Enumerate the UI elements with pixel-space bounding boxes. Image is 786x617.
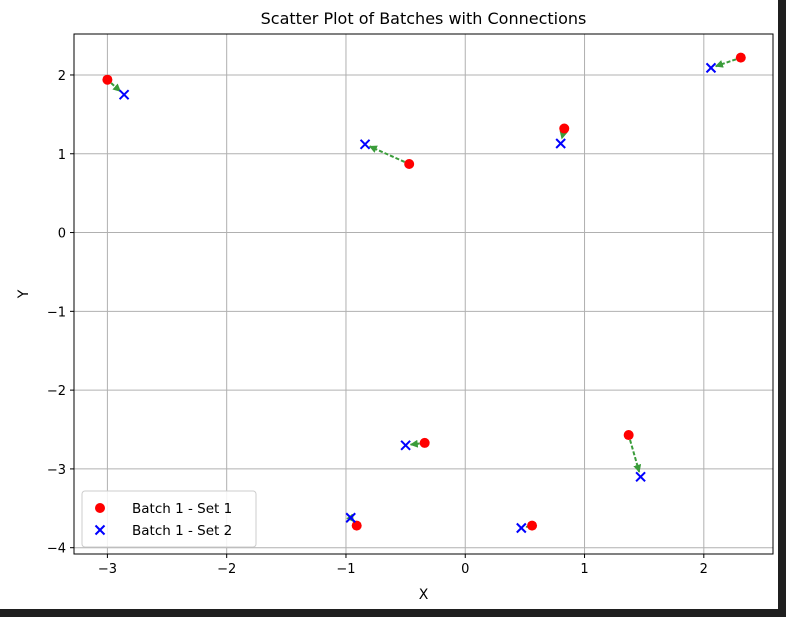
connection-arrow xyxy=(409,439,420,448)
legend-marker-x xyxy=(94,524,106,536)
legend-item: Batch 1 - Set 2 xyxy=(94,523,232,539)
set1-point xyxy=(623,430,634,441)
set2-point xyxy=(555,138,566,149)
figure: −3 −2 −1 0 1 2 −4 −3 −2 −1 0 1 2 Scatter Plot of Bat… xyxy=(0,0,778,609)
set1-point xyxy=(527,520,538,531)
connection-arrows xyxy=(110,58,737,530)
axis-ticks: −3 −2 −1 0 1 2 −4 −3 −2 −1 0 1 2 xyxy=(47,69,708,577)
y-tick-label: 1 xyxy=(58,148,66,163)
x-tick-label: 1 xyxy=(580,562,588,577)
set2-point xyxy=(359,139,371,150)
plot-frame xyxy=(73,33,774,555)
data-points xyxy=(102,52,746,534)
set2-point xyxy=(705,62,717,74)
chart-title: Scatter Plot of Batches with Connections xyxy=(261,9,587,28)
set2-point xyxy=(516,522,527,534)
set1-point xyxy=(559,123,570,134)
set2-point xyxy=(118,89,130,100)
set2-point xyxy=(400,440,411,451)
grid-lines xyxy=(74,34,773,554)
set1-point xyxy=(351,520,362,531)
set2-point xyxy=(635,471,646,482)
x-tick-label: 2 xyxy=(700,562,708,577)
legend-box xyxy=(81,490,257,548)
legend-item: Batch 1 - Set 1 xyxy=(95,501,232,517)
legend-label: Batch 1 - Set 1 xyxy=(132,501,232,517)
set1-point xyxy=(735,52,746,63)
legend-marker-circle xyxy=(95,503,105,513)
y-tick-label: −2 xyxy=(47,384,66,399)
y-tick-label: −4 xyxy=(47,542,66,557)
x-tick-label: 0 xyxy=(461,562,469,577)
x-axis-label: X xyxy=(419,587,429,603)
y-tick-label: 2 xyxy=(58,69,66,84)
y-tick-label: −3 xyxy=(47,463,66,478)
x-tick-label: −1 xyxy=(336,562,355,577)
y-tick-label: 0 xyxy=(58,227,66,242)
connection-arrow xyxy=(368,145,406,163)
y-axis-label: Y xyxy=(16,289,32,299)
set2-point xyxy=(345,512,356,523)
scatter-chart: −3 −2 −1 0 1 2 −4 −3 −2 −1 0 1 2 Scatter Plot of Bat… xyxy=(16,9,774,603)
set1-point xyxy=(404,159,415,169)
set1-point xyxy=(419,437,430,448)
x-tick-label: −3 xyxy=(98,562,117,577)
connection-arrow xyxy=(714,58,737,68)
y-tick-label: −1 xyxy=(47,305,66,320)
set1-point xyxy=(102,74,113,85)
connection-arrow xyxy=(629,439,642,473)
connection-arrow xyxy=(559,130,568,140)
legend-label: Batch 1 - Set 2 xyxy=(132,523,232,539)
legend: Batch 1 - Set 1 Batch 1 - Set 2 xyxy=(81,490,257,548)
connection-arrow xyxy=(110,82,122,93)
x-tick-label: −2 xyxy=(217,562,236,577)
